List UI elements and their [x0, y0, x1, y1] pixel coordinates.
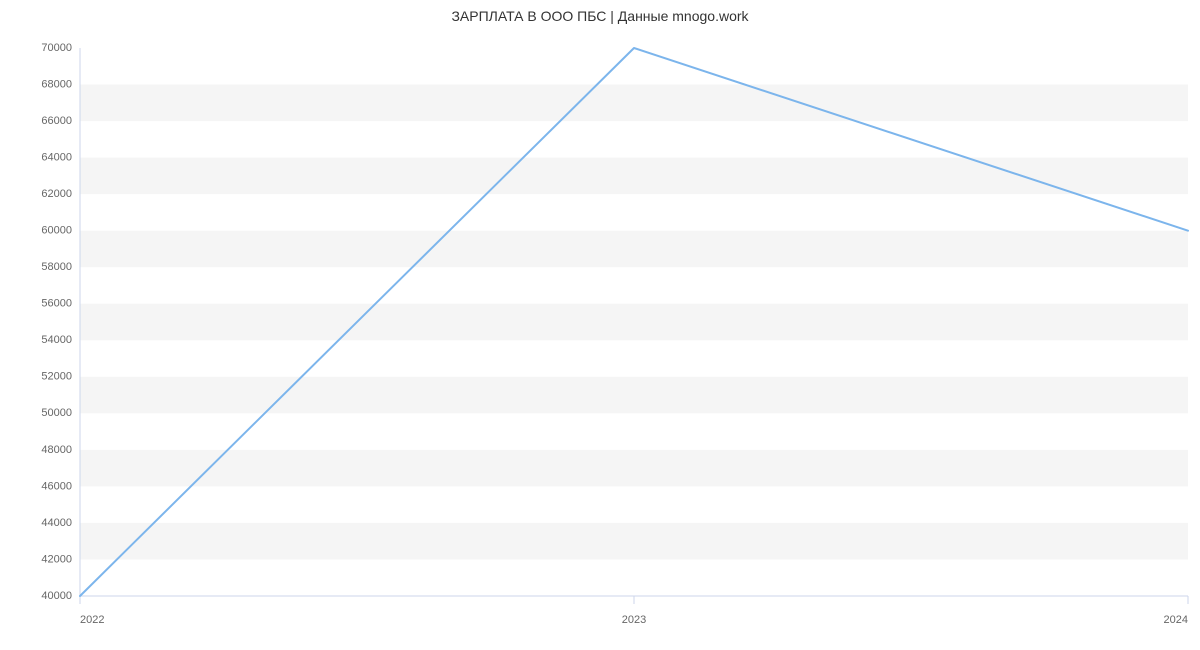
y-tick-label: 70000 — [41, 42, 72, 54]
y-tick-label: 40000 — [41, 590, 72, 602]
y-tick-label: 48000 — [41, 444, 72, 456]
x-tick-label: 2024 — [1164, 614, 1188, 626]
y-tick-label: 50000 — [41, 407, 72, 419]
chart-svg: 40000 42000 44000 46000 48000 50000 52000 54000… — [0, 0, 1200, 650]
y-tick-label: 52000 — [41, 371, 72, 383]
y-tick-label: 46000 — [41, 480, 72, 492]
y-tick-label: 64000 — [41, 152, 72, 164]
grid-band — [80, 304, 1188, 341]
grid-band — [80, 85, 1188, 122]
x-tick-label: 2023 — [622, 614, 646, 626]
y-tick-label: 54000 — [41, 334, 72, 346]
y-tick-label: 56000 — [41, 298, 72, 310]
y-tick-label: 66000 — [41, 115, 72, 127]
y-tick-label: 68000 — [41, 78, 72, 90]
y-tick-label: 42000 — [41, 553, 72, 565]
y-tick-label: 58000 — [41, 261, 72, 273]
x-tick-label: 2022 — [80, 614, 104, 626]
chart-title: ЗАРПЛАТА В ООО ПБС | Данные mnogo.work — [0, 8, 1200, 24]
grid-band — [80, 231, 1188, 268]
grid-band — [80, 450, 1188, 487]
y-tick-label: 60000 — [41, 225, 72, 237]
grid-band — [80, 523, 1188, 560]
y-tick-label: 44000 — [41, 517, 72, 529]
salary-line-chart: ЗАРПЛАТА В ООО ПБС | Данные mnogo.work 4… — [0, 0, 1200, 650]
grid-band — [80, 377, 1188, 414]
y-tick-label: 62000 — [41, 188, 72, 200]
